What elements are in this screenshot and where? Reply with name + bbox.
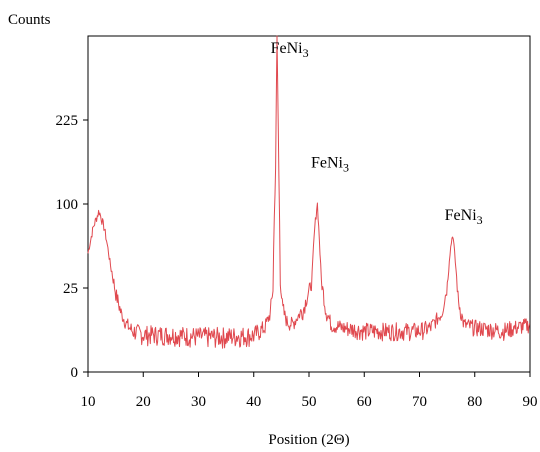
y-tick-label: 100 [56,197,79,213]
y-axis-title: Counts [8,12,51,28]
x-tick-label: 10 [81,394,96,410]
x-axis-title: Position (2Θ) [268,432,349,448]
y-tick-label: 25 [63,281,78,297]
diffraction-pattern-line [87,35,531,349]
x-tick-label: 40 [246,394,261,410]
peak-label: FeNi3 [271,40,309,60]
x-tick-label: 80 [467,394,482,410]
x-tick-label: 60 [357,394,372,410]
peak-label: FeNi3 [445,207,483,227]
y-axis-ticks: 0 25 100 225 [56,113,88,381]
x-tick-label: 70 [412,394,427,410]
y-tick-label: 0 [71,365,79,381]
x-tick-label: 50 [302,394,317,410]
peak-label: FeNi3 [311,155,349,175]
x-axis-ticks: 10 20 30 40 50 60 70 80 90 [81,372,538,410]
x-tick-label: 30 [191,394,206,410]
peak-annotations: FeNi3 FeNi3 FeNi3 [271,40,483,227]
x-tick-label: 90 [523,394,538,410]
x-tick-label: 20 [136,394,151,410]
y-tick-label: 225 [56,113,79,129]
